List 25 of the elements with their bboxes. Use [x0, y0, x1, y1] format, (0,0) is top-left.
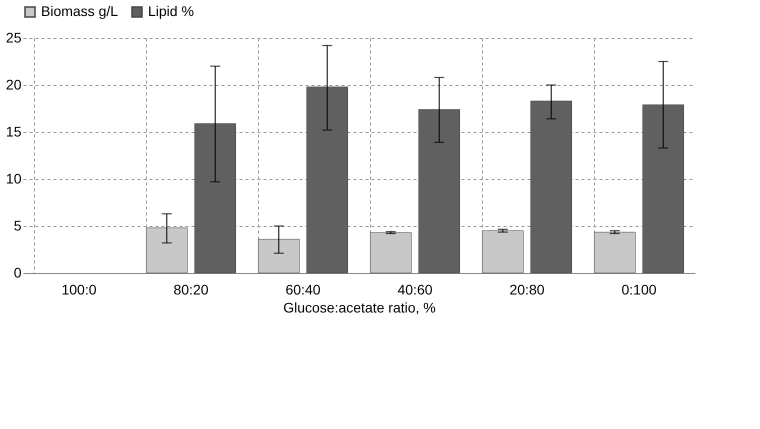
y-tick-label: 10: [6, 170, 22, 186]
x-tick-label: 20:80: [509, 282, 545, 298]
bar: [594, 232, 636, 274]
bar: [370, 232, 412, 274]
legend-label: Lipid %: [148, 3, 194, 19]
bar: [146, 228, 188, 274]
bar: [642, 104, 684, 274]
x-tick-label: 40:60: [397, 282, 433, 298]
bar: [258, 238, 300, 274]
bar: [306, 86, 348, 274]
y-tick-label: 5: [14, 218, 22, 234]
y-tick-label: 25: [6, 30, 22, 46]
y-tick-label: 0: [14, 264, 22, 280]
x-tick-label: 80:20: [173, 282, 209, 298]
y-tick-label: 15: [6, 124, 22, 140]
bar: [194, 123, 236, 274]
bar: [530, 100, 572, 274]
legend-label: Biomass g/L: [41, 3, 118, 19]
y-tick-label: 20: [6, 76, 22, 92]
bar: [418, 109, 460, 274]
bar: [482, 230, 524, 274]
x-tick-label: 60:40: [285, 282, 321, 298]
x-tick-label: 100:0: [61, 282, 97, 298]
x-axis-title: Glucose:acetate ratio, %: [283, 300, 436, 316]
x-tick-label: 0:100: [621, 282, 657, 298]
